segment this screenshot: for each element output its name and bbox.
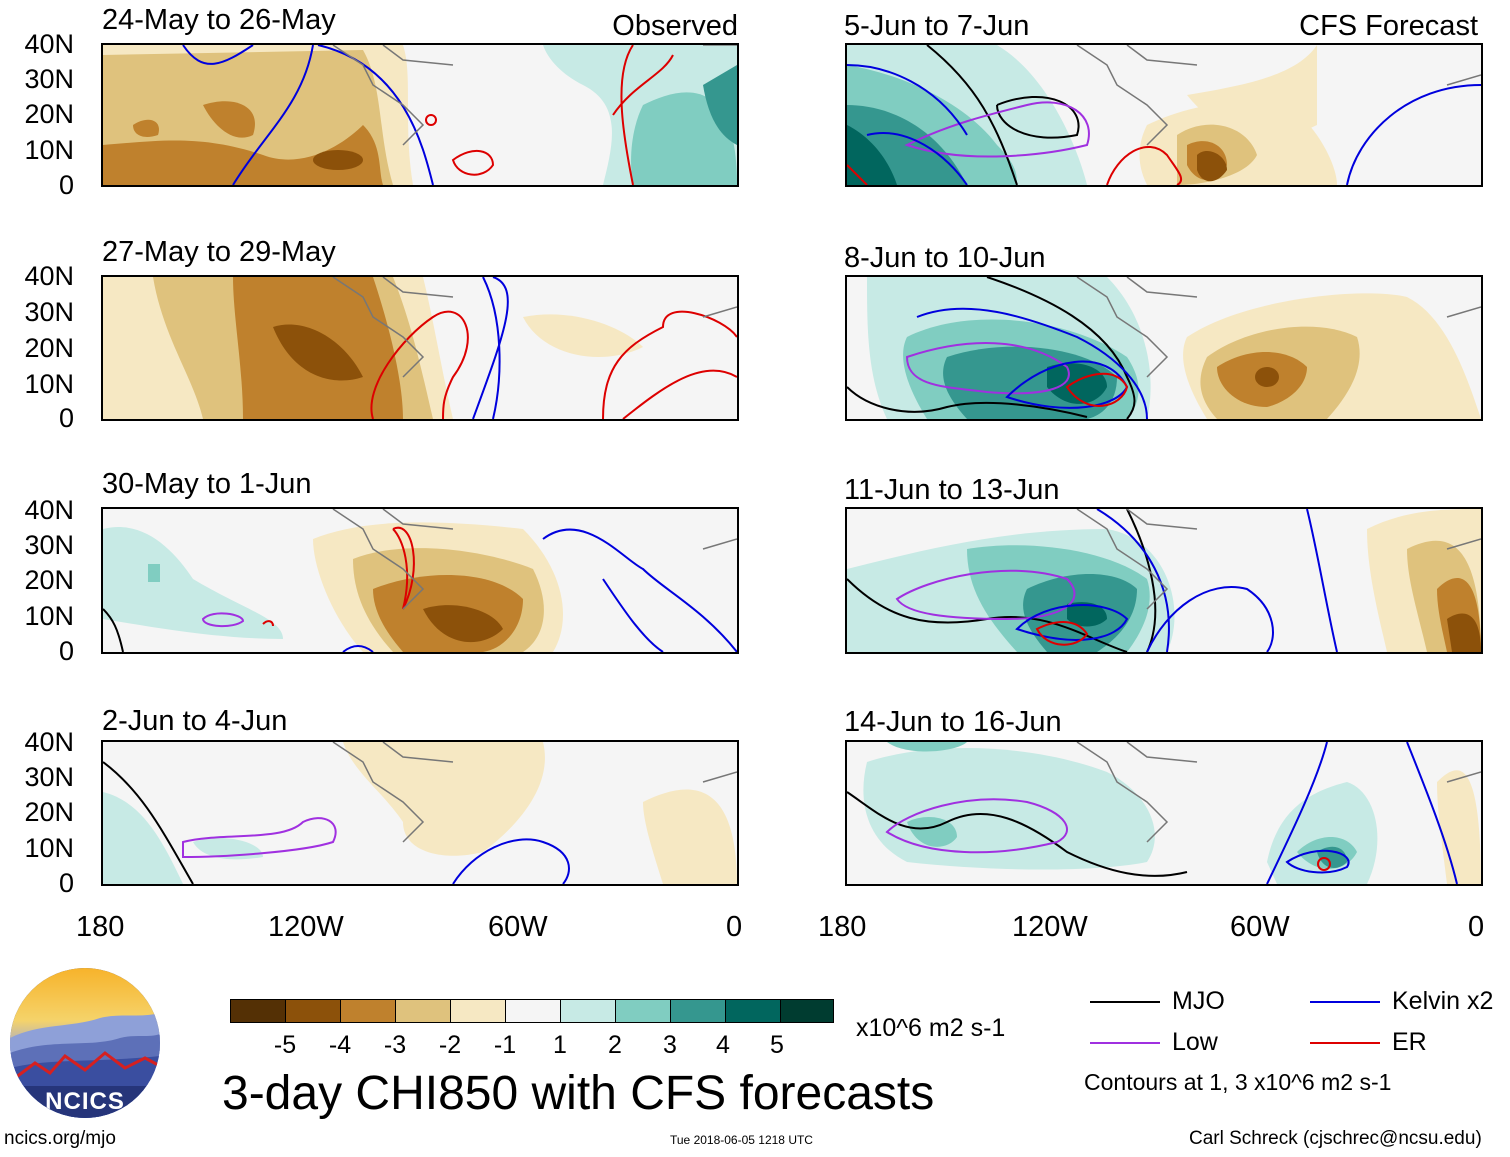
lat-label: 0 xyxy=(58,170,74,200)
credit: Carl Schreck (cjschrec@ncsu.edu) xyxy=(1189,1128,1482,1149)
lon-label: 120W xyxy=(268,911,344,943)
lat-label: 10N xyxy=(24,601,74,631)
panel-title: 5-Jun to 7-Jun xyxy=(844,10,1030,42)
lat-label: 0 xyxy=(58,868,74,898)
colorbar-swatch xyxy=(285,999,341,1023)
lat-label: 40N xyxy=(24,727,74,757)
lat-label: 40N xyxy=(24,261,74,291)
panel-title: 27-May to 29-May xyxy=(102,236,336,268)
kelvin-line-sample xyxy=(1310,1001,1380,1003)
colorbar-swatch xyxy=(615,999,671,1023)
panel-title: 24-May to 26-May xyxy=(102,4,336,36)
lat-label: 30N xyxy=(24,297,74,327)
map-panel xyxy=(845,740,1483,886)
colorbar-swatch xyxy=(670,999,726,1023)
er-label: ER xyxy=(1392,1028,1427,1056)
lon-label: 0 xyxy=(1468,911,1485,943)
lon-label: 120W xyxy=(1012,911,1088,943)
lat-label: 0 xyxy=(58,403,74,433)
logo-text: NCICS xyxy=(45,1088,125,1115)
colorbar-swatch xyxy=(780,999,834,1023)
mjo-line-sample xyxy=(1090,1001,1160,1003)
lat-label: 20N xyxy=(24,797,74,827)
lat-label: 40N xyxy=(24,495,74,525)
mjo-label: MJO xyxy=(1172,987,1225,1015)
colorbar-label: 2 xyxy=(608,1031,622,1059)
lon-label: 180 xyxy=(818,911,867,943)
panel-title: 8-Jun to 10-Jun xyxy=(844,242,1046,274)
map-panel xyxy=(101,740,739,886)
lat-label: 10N xyxy=(24,369,74,399)
colorbar-units: x10^6 m2 s-1 xyxy=(856,1014,1006,1042)
timestamp: Tue 2018-06-05 1218 UTC xyxy=(670,1133,813,1147)
lon-label: 180 xyxy=(76,911,125,943)
map-panel xyxy=(845,507,1483,654)
lat-label: 30N xyxy=(24,64,74,94)
lon-label: 60W xyxy=(1230,911,1290,943)
low-label: Low xyxy=(1172,1028,1218,1056)
map-panel xyxy=(101,43,739,187)
colorbar-label: -3 xyxy=(383,1031,407,1059)
colorbar xyxy=(230,999,834,1025)
colorbar-label: -2 xyxy=(438,1031,462,1059)
ncics-logo[interactable]: NCICS xyxy=(10,968,160,1118)
lat-label: 20N xyxy=(24,565,74,595)
panel-title: 14-Jun to 16-Jun xyxy=(844,706,1062,738)
map-panel xyxy=(845,275,1483,421)
colorbar-label: 5 xyxy=(770,1031,784,1059)
lon-label: 0 xyxy=(726,911,743,943)
map-panel xyxy=(101,275,739,421)
contours-note: Contours at 1, 3 x10^6 m2 s-1 xyxy=(1084,1069,1392,1095)
colorbar-swatch xyxy=(230,999,286,1023)
lon-label: 60W xyxy=(488,911,548,943)
colorbar-swatch xyxy=(560,999,616,1023)
website-link[interactable]: ncics.org/mjo xyxy=(4,1128,116,1149)
lat-label: 40N xyxy=(24,29,74,59)
map-panel xyxy=(101,507,739,654)
panel-title: 11-Jun to 13-Jun xyxy=(844,474,1060,506)
observed-label: Observed xyxy=(612,10,738,42)
lat-label: 30N xyxy=(24,762,74,792)
lat-label: 0 xyxy=(58,636,74,666)
panel-title: 30-May to 1-Jun xyxy=(102,468,312,500)
colorbar-swatch xyxy=(505,999,561,1023)
colorbar-label: 1 xyxy=(553,1031,567,1059)
lat-label: 20N xyxy=(24,333,74,363)
lat-label: 30N xyxy=(24,530,74,560)
colorbar-label: 4 xyxy=(716,1031,730,1059)
colorbar-label: -4 xyxy=(328,1031,352,1059)
colorbar-swatch xyxy=(450,999,506,1023)
er-line-sample xyxy=(1310,1042,1380,1044)
lat-label: 20N xyxy=(24,99,74,129)
lat-label: 10N xyxy=(24,833,74,863)
lat-label: 10N xyxy=(24,135,74,165)
kelvin-label: Kelvin x2 xyxy=(1392,987,1494,1015)
colorbar-label: -5 xyxy=(273,1031,297,1059)
main-title: 3-day CHI850 with CFS forecasts xyxy=(222,1067,935,1120)
low-line-sample xyxy=(1090,1042,1160,1044)
colorbar-label: -1 xyxy=(493,1031,517,1059)
map-panel xyxy=(845,43,1483,187)
colorbar-swatch xyxy=(395,999,451,1023)
colorbar-swatch xyxy=(340,999,396,1023)
colorbar-label: 3 xyxy=(663,1031,677,1059)
colorbar-swatch xyxy=(725,999,781,1023)
panel-title: 2-Jun to 4-Jun xyxy=(102,705,288,737)
forecast-label: CFS Forecast xyxy=(1299,10,1478,42)
